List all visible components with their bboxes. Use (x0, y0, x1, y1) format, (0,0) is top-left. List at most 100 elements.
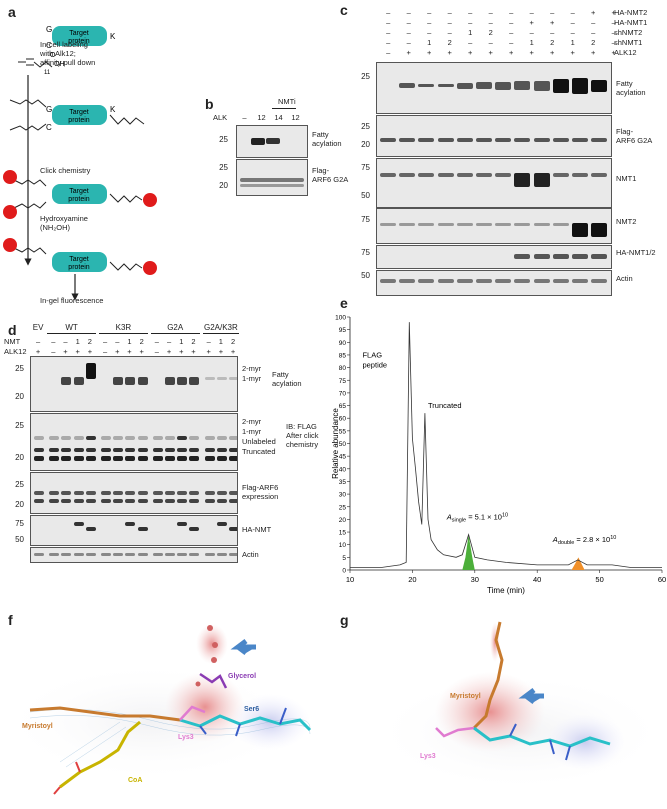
e-ann-single: Asingle = 5.1 × 1010 (446, 512, 508, 523)
c-row-cell: + (488, 48, 493, 57)
d-band (177, 456, 188, 461)
d-blot-4 (30, 547, 238, 563)
c-blot-label: Actin (616, 274, 633, 283)
c-row-cell: – (468, 38, 473, 47)
c-band (380, 279, 396, 284)
d-band (61, 377, 72, 385)
d-band (216, 436, 227, 440)
c-row-cell: + (570, 48, 575, 57)
g-label-myristoyl: Myristoyl (450, 693, 481, 700)
d-band (125, 491, 136, 495)
d-alk-cell: + (35, 347, 41, 356)
svg-text:11: 11 (44, 70, 51, 76)
panel-a-scheme: Target protein G C K OH O 11 Target prot… (3, 25, 157, 301)
e-xtick: 10 (346, 575, 354, 584)
d-band (73, 553, 84, 556)
d-band (137, 491, 148, 495)
svg-text:G: G (46, 25, 52, 34)
d-nmt-cell: – (154, 337, 159, 346)
c-blot-label: NMT1 (616, 174, 637, 183)
coa-chain (59, 720, 141, 789)
c-mw-label: 75 (361, 248, 370, 257)
d-band (137, 527, 148, 531)
c-row-cell: – (509, 8, 514, 17)
c-row-cell: – (406, 18, 411, 27)
d-nmt-cell: 1 (127, 337, 132, 346)
c-band (514, 138, 531, 142)
c-band (495, 81, 512, 90)
step3-text-1: Hydroxyamine (40, 214, 88, 223)
d-band (137, 499, 148, 503)
c-band (572, 173, 588, 178)
d-band (73, 522, 84, 526)
c-blot-4 (376, 245, 612, 269)
d-alk-cell: + (87, 347, 93, 356)
d-band (152, 448, 163, 452)
d-band (189, 377, 200, 385)
d-alk-cell: + (206, 347, 211, 356)
d-band (229, 436, 237, 440)
g-peptide-backbone (473, 726, 611, 748)
c-row-cell: + (591, 48, 596, 57)
d-band (85, 553, 96, 556)
c-row-cell: – (447, 28, 452, 37)
c-row-name: HA-NMT2 (614, 8, 648, 17)
peptide-backbone (179, 714, 312, 732)
c-blot-3 (376, 208, 612, 244)
c-band (399, 222, 416, 226)
e-ytick: 75 (339, 378, 347, 385)
d-band (137, 456, 148, 461)
d-band (113, 377, 124, 385)
d-band (101, 456, 111, 461)
c-row-cell: – (488, 38, 493, 47)
e-ytick: 25 (339, 504, 347, 511)
d-band (85, 491, 96, 495)
g-label-lys3: Lys3 (420, 753, 436, 760)
d-band (85, 363, 96, 379)
d-b2-band-label: 2-myr (242, 417, 262, 426)
d-band (189, 456, 200, 461)
d-alk-cell: + (179, 347, 184, 356)
svg-text:protein: protein (68, 38, 90, 45)
d-band (189, 499, 200, 503)
e-ann-flag-2: peptide (362, 361, 387, 370)
c-band (476, 138, 492, 142)
d-band (229, 527, 237, 531)
c-band (456, 279, 473, 284)
d-blot-2 (30, 472, 238, 514)
b-lane-label: 12 (257, 113, 266, 122)
d-alk-cell: + (127, 347, 132, 356)
d-band (165, 491, 175, 495)
target-protein-1: Target protein G C K (46, 25, 116, 50)
panel-a-label: a (8, 4, 16, 20)
d-band (113, 448, 124, 452)
d-band (152, 436, 163, 440)
e-ytick: 10 (339, 542, 347, 549)
b-mw-20: 20 (219, 181, 228, 190)
d-nmt-cell: 1 (179, 337, 184, 346)
d-band (61, 491, 72, 495)
c-row-cell: 2 (447, 38, 452, 47)
d-band (165, 436, 175, 440)
c-band (533, 173, 550, 188)
c-band (418, 279, 435, 284)
e-trace (350, 322, 662, 568)
c-row-cell: – (406, 38, 411, 47)
d-band (34, 553, 44, 556)
d-band (229, 553, 237, 556)
c-band (591, 279, 608, 284)
myristoyl-chain (29, 706, 181, 722)
c-band (495, 222, 512, 226)
d-blot-1 (30, 413, 238, 471)
c-band (552, 173, 569, 178)
arrow-indicator (230, 639, 256, 655)
d-band (101, 499, 111, 503)
e-ytick: 45 (339, 454, 347, 461)
d-mw-label: 20 (15, 392, 24, 401)
c-band (572, 138, 588, 142)
c-band (399, 138, 416, 142)
c-row-cell: – (488, 8, 493, 17)
d-band (216, 499, 227, 503)
target-protein-3: Target protein (3, 170, 157, 219)
d-band (61, 456, 72, 461)
